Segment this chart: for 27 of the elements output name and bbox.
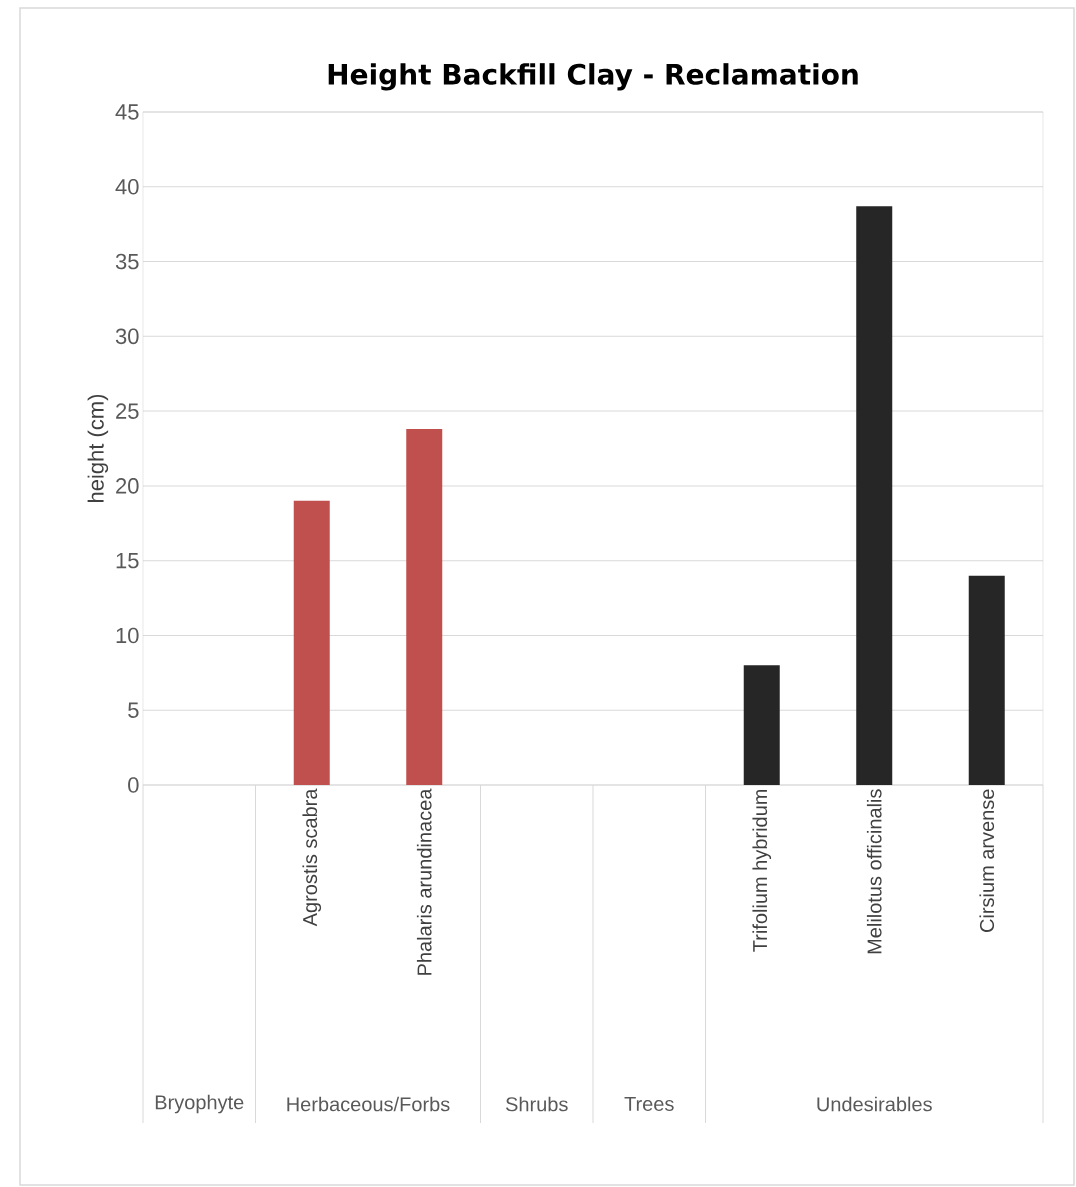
x-tick-label: Phalaris arundinacea [416,788,432,975]
bar [743,665,780,785]
y-tick-label: 45 [115,104,139,120]
text: Shrubs [505,1096,568,1112]
text: Undesirables [817,1096,932,1112]
bar [968,575,1005,785]
y-tick-label: 10 [116,627,139,644]
chart-title: Height Backfill Clay - Reclamation [328,63,858,91]
y-tick-label: 35 [115,253,139,270]
x-tick-label: Cirsium arvense [979,789,995,932]
y-axis-title: height (cm) [87,394,109,502]
bar [856,206,893,785]
bar [293,500,330,785]
text: Bryophyte [155,1094,244,1114]
y-tick-label: 40 [115,178,139,195]
text: Herbaceous/Forbs [287,1096,450,1112]
y-tick-label: 20 [116,478,139,494]
y-tick-label: 0 [128,777,139,793]
x-tick-label: Melilotus officinalis [866,789,882,954]
text: Trees [624,1097,674,1111]
y-tick-label: 5 [128,702,139,718]
bar [406,429,443,785]
y-tick-label: 15 [116,553,139,569]
y-tick-label: 30 [115,328,139,345]
x-tick-label: Agrostis scabra [302,788,322,927]
x-tick-label: Trifolium hybridum [752,789,772,952]
y-tick-label: 25 [116,403,139,419]
